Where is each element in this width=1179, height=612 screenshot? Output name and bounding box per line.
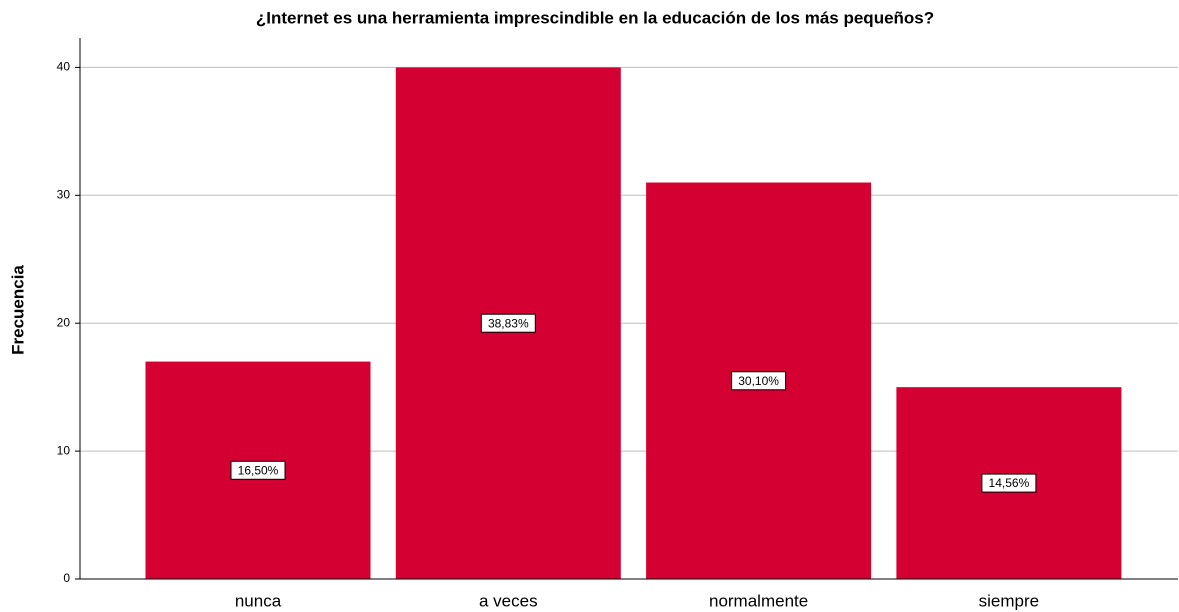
percent-label: 30,10% bbox=[738, 374, 779, 388]
percent-label-box bbox=[731, 371, 787, 391]
y-tick-label: 20 bbox=[57, 315, 71, 329]
percent-label: 38,83% bbox=[488, 316, 529, 330]
y-tick-label: 10 bbox=[57, 443, 71, 457]
percent-label: 14,56% bbox=[989, 476, 1030, 490]
percent-label-box bbox=[230, 460, 286, 480]
x-tick-label: nunca bbox=[235, 591, 282, 610]
percent-label-box bbox=[480, 313, 536, 333]
x-tick-label: normalmente bbox=[709, 591, 808, 610]
y-tick-label: 30 bbox=[57, 187, 71, 201]
y-axis-label: Frecuencia bbox=[8, 265, 27, 355]
y-tick-label: 40 bbox=[57, 60, 71, 74]
x-tick-label: a veces bbox=[479, 591, 538, 610]
y-tick-label: 0 bbox=[63, 571, 70, 585]
percent-label-box bbox=[981, 473, 1037, 493]
percent-label: 16,50% bbox=[238, 463, 279, 477]
chart-title: ¿Internet es una herramienta imprescindi… bbox=[256, 8, 934, 27]
x-tick-label: siempre bbox=[979, 591, 1039, 610]
